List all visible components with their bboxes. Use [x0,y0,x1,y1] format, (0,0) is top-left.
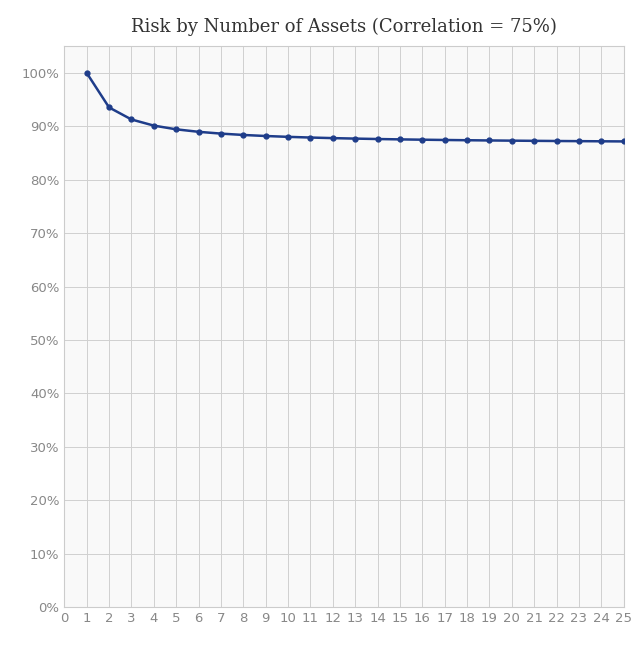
Title: Risk by Number of Assets (Correlation = 75%): Risk by Number of Assets (Correlation = … [131,18,557,36]
